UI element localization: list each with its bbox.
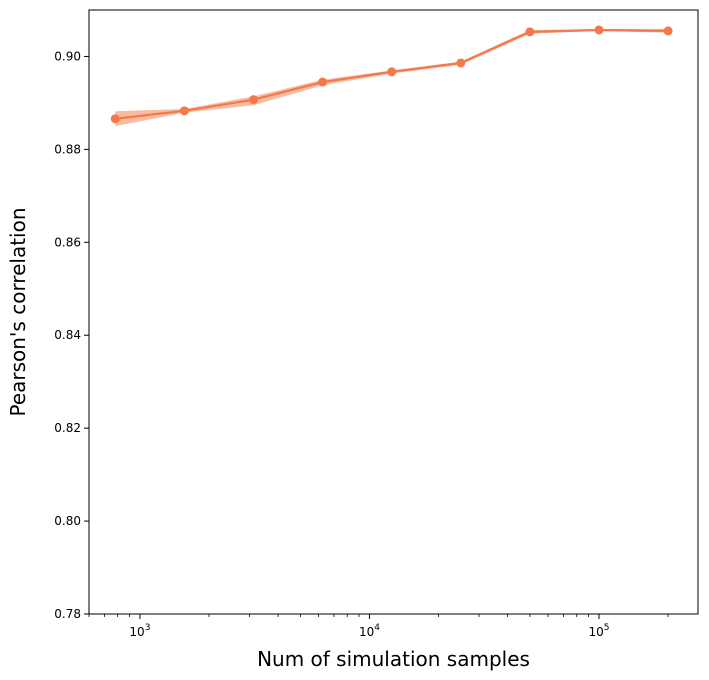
data-point: [525, 27, 535, 37]
plot-frame: [88, 9, 699, 615]
y-axis: 0.78 0.80 0.82 0.84 0.86 0.88 0.90: [54, 49, 89, 621]
x-axis: 103 104 105: [88, 614, 669, 639]
data-point: [594, 25, 604, 35]
x-axis-title: Num of simulation samples: [257, 647, 530, 671]
data-point: [387, 67, 397, 77]
data-markers: [110, 25, 673, 124]
y-tick-label: 0.86: [54, 235, 81, 249]
data-point: [249, 95, 259, 105]
data-point: [110, 114, 120, 124]
confidence-band: [115, 29, 669, 127]
y-tick-label: 0.84: [54, 328, 81, 342]
y-axis-title: Pearson's correlation: [6, 207, 30, 416]
data-point: [456, 58, 466, 68]
x-tick-label: 103: [129, 623, 150, 639]
y-tick-label: 0.90: [54, 49, 81, 63]
y-tick-label: 0.88: [54, 142, 81, 156]
x-tick-label: 105: [588, 623, 609, 639]
plot-area: [110, 25, 673, 127]
data-point: [663, 26, 673, 36]
data-point: [318, 77, 328, 87]
y-tick-label: 0.80: [54, 514, 81, 528]
data-point: [179, 106, 189, 116]
y-tick-label: 0.78: [54, 607, 81, 621]
y-tick-label: 0.82: [54, 421, 81, 435]
x-tick-label: 104: [359, 623, 380, 639]
